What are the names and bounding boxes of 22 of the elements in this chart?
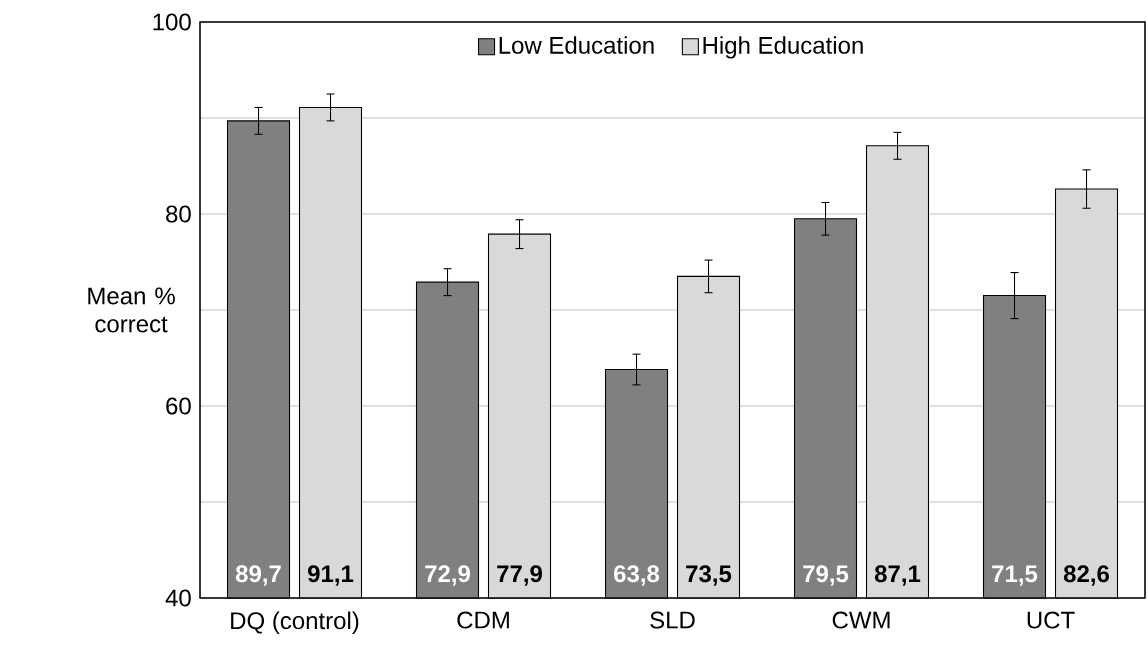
y-tick-label: 80 <box>166 205 191 223</box>
legend-label: High Education <box>703 36 863 59</box>
data-label: 63,8 <box>614 565 660 586</box>
x-tick-label: CWM <box>832 611 890 629</box>
data-label: 73,5 <box>686 565 732 586</box>
y-axis-title: Mean % correct <box>88 287 175 333</box>
data-label: 87,1 <box>874 565 921 586</box>
data-label: 77,9 <box>497 565 542 586</box>
x-tick-label: DQ (control) <box>231 611 359 634</box>
x-tick-label: CDM <box>457 611 509 629</box>
data-label: 79,5 <box>803 565 849 586</box>
data-label: 89,7 <box>235 565 281 586</box>
x-tick-label: UCT <box>1027 611 1075 629</box>
data-label: 72,9 <box>425 565 470 586</box>
data-label: 82,6 <box>1063 565 1109 586</box>
y-tick-label: 60 <box>166 397 191 415</box>
legend-label: Low Education <box>499 36 654 54</box>
data-label: 71,5 <box>992 565 1038 586</box>
x-tick-label: SLD <box>650 611 695 629</box>
data-label: 91,1 <box>307 565 354 586</box>
y-tick-label: 40 <box>165 589 191 607</box>
y-tick-label: 100 <box>153 13 191 31</box>
